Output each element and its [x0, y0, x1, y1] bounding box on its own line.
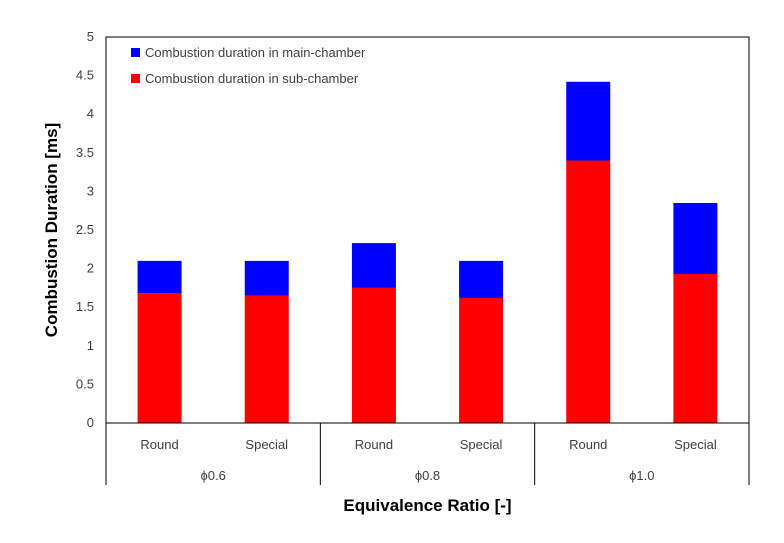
- y-axis-ticks: 0 0.5 1 1.5 2 2.5 3 3.5 4 4.5 5: [76, 29, 94, 430]
- x-category-label: Special: [674, 437, 717, 452]
- x-axis-categories: Round Special ϕ0.6 Round Special ϕ0.8 Round Spe…: [105, 423, 750, 485]
- bar-sub-chamber-5: [673, 274, 718, 423]
- bar-main-chamber-5: [673, 202, 718, 275]
- plot-frame: [105, 36, 750, 424]
- legend-label: Combustion duration in main-chamber: [145, 45, 366, 60]
- bar-sub-chamber-0: [137, 293, 182, 423]
- bar-main-chamber-1: [244, 260, 289, 296]
- y-tick-label: 0.5: [76, 376, 94, 391]
- legend: Combustion duration in main-chamber Combu…: [131, 45, 366, 86]
- y-tick-label: 4.5: [76, 68, 94, 83]
- y-tick-label: 5: [87, 29, 94, 44]
- x-category-label: Round: [569, 437, 607, 452]
- legend-label: Combustion duration in sub-chamber: [145, 71, 359, 86]
- x-group-label: ϕ0.8: [415, 468, 440, 483]
- bar-sub-chamber-3: [459, 297, 504, 423]
- x-group-label: ϕ0.6: [200, 468, 225, 483]
- bar-sub-chamber-1: [244, 295, 289, 423]
- legend-swatch: [131, 48, 140, 57]
- bar-sub-chamber-4: [566, 160, 611, 423]
- y-tick-label: 3: [87, 183, 94, 198]
- x-category-label: Round: [355, 437, 393, 452]
- y-axis-title: Combustion Duration [ms]: [42, 123, 61, 337]
- x-category-label: Round: [140, 437, 178, 452]
- y-tick-label: 0: [87, 415, 94, 430]
- y-tick-label: 4: [87, 106, 94, 121]
- y-tick-label: 2: [87, 261, 94, 276]
- bar-sub-chamber-2: [351, 287, 396, 423]
- x-axis-title: Equivalence Ratio [-]: [343, 496, 511, 515]
- bar-main-chamber-0: [137, 260, 182, 294]
- bar-main-chamber-2: [351, 243, 396, 288]
- bar-main-chamber-3: [459, 260, 504, 298]
- x-category-label: Special: [460, 437, 503, 452]
- y-tick-label: 3.5: [76, 145, 94, 160]
- y-tick-label: 1: [87, 338, 94, 353]
- y-tick-label: 1.5: [76, 299, 94, 314]
- y-tick-label: 2.5: [76, 222, 94, 237]
- x-category-label: Special: [245, 437, 288, 452]
- bars-layer: [137, 81, 718, 423]
- bar-main-chamber-4: [566, 81, 611, 161]
- legend-swatch: [131, 74, 140, 83]
- x-group-label: ϕ1.0: [629, 468, 654, 483]
